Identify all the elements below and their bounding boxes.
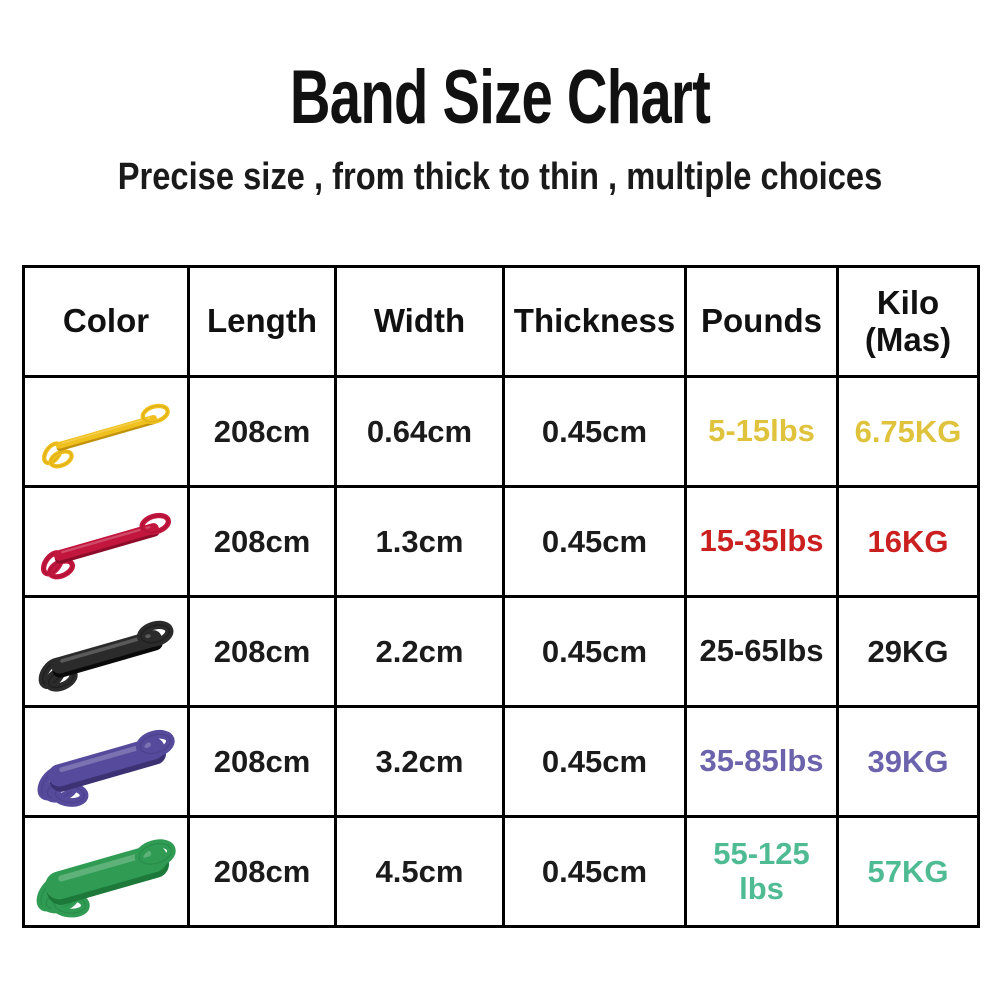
black-width-cell: 2.2cm <box>334 595 505 708</box>
yellow-pounds-cell: 5-15lbs <box>684 375 839 488</box>
table-row-green-band: 208cm 4.5cm 0.45cm 55-125 lbs 57KG <box>22 815 980 928</box>
green-band-photo-cell <box>22 815 190 928</box>
green-length-cell: 208cm <box>187 815 337 928</box>
purple-thickness-cell: 0.45cm <box>502 705 687 818</box>
column-header-width: Width <box>334 265 505 378</box>
band-size-table: Color Length Width Thickness Pounds Kilo (Mas… <box>22 265 980 928</box>
yellow-thickness-cell: 0.45cm <box>502 375 687 488</box>
black-band-photo-cell <box>22 595 190 708</box>
purple-length-cell: 208cm <box>187 705 337 818</box>
red-pounds-cell: 15-35lbs <box>684 485 839 598</box>
yellow-resistance-band-icon <box>42 403 170 468</box>
red-kilo-cell: 16KG <box>836 485 980 598</box>
black-pounds-cell: 25-65lbs <box>684 595 839 708</box>
table-row-black-band: 208cm 2.2cm 0.45cm 25-65lbs 29KG <box>22 595 980 708</box>
page-title: Band Size Chart <box>289 55 711 140</box>
column-header-pounds: Pounds <box>684 265 839 378</box>
page-subtitle: Precise size , from thick to thin , mult… <box>117 156 883 198</box>
green-width-cell: 4.5cm <box>334 815 505 928</box>
red-thickness-cell: 0.45cm <box>502 485 687 598</box>
column-header-kilo: Kilo (Mas) <box>836 265 980 378</box>
table-row-yellow-band: 208cm 0.64cm 0.45cm 5-15lbs 6.75KG <box>22 375 980 488</box>
yellow-kilo-cell: 6.75KG <box>836 375 980 488</box>
column-header-length: Length <box>187 265 337 378</box>
table-header-row: Color Length Width Thickness Pounds Kilo (Mas… <box>22 265 980 378</box>
black-kilo-cell: 29KG <box>836 595 980 708</box>
column-header-thickness: Thickness <box>502 265 687 378</box>
green-kilo-cell: 57KG <box>836 815 980 928</box>
red-length-cell: 208cm <box>187 485 337 598</box>
black-length-cell: 208cm <box>187 595 337 708</box>
purple-pounds-cell: 35-85lbs <box>684 705 839 818</box>
yellow-width-cell: 0.64cm <box>334 375 505 488</box>
black-resistance-band-icon <box>38 620 174 692</box>
green-resistance-band-icon <box>36 838 176 917</box>
red-resistance-band-icon <box>40 512 171 579</box>
purple-resistance-band-icon <box>37 729 175 807</box>
red-band-photo-cell <box>22 485 190 598</box>
green-pounds-cell: 55-125 lbs <box>684 815 839 928</box>
green-thickness-cell: 0.45cm <box>502 815 687 928</box>
red-width-cell: 1.3cm <box>334 485 505 598</box>
purple-band-photo-cell <box>22 705 190 818</box>
black-thickness-cell: 0.45cm <box>502 595 687 708</box>
table-row-red-band: 208cm 1.3cm 0.45cm 15-35lbs 16KG <box>22 485 980 598</box>
yellow-length-cell: 208cm <box>187 375 337 488</box>
yellow-band-photo-cell <box>22 375 190 488</box>
column-header-color: Color <box>22 265 190 378</box>
purple-kilo-cell: 39KG <box>836 705 980 818</box>
purple-width-cell: 3.2cm <box>334 705 505 818</box>
table-row-purple-band: 208cm 3.2cm 0.45cm 35-85lbs 39KG <box>22 705 980 818</box>
